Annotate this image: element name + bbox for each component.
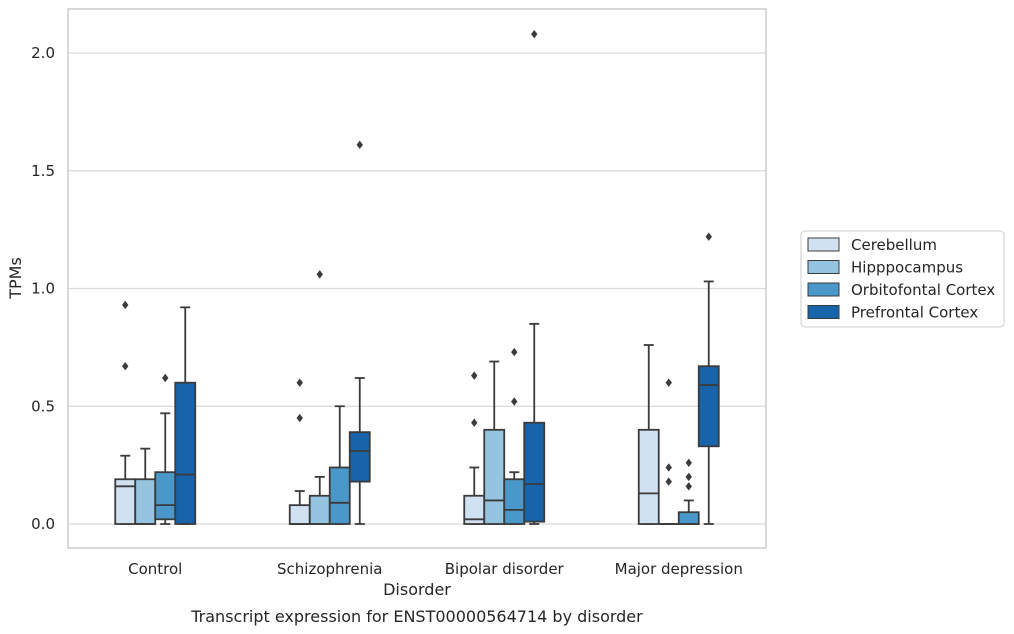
legend-label: Cerebellum: [851, 236, 937, 254]
box-cerebellum: [463, 371, 486, 525]
box-orbitofontal-cortex: [503, 347, 526, 525]
legend: Cerebellum Hipppocampus Orbitofontal Corte…: [800, 230, 1005, 328]
plot-frame: [67, 8, 767, 549]
outlier-point: [162, 373, 169, 383]
legend-swatch: [807, 305, 840, 319]
outlier-point: [122, 300, 129, 310]
grid-lines: [68, 52, 766, 525]
box-hipppocampus: [308, 270, 331, 525]
outlier-point: [665, 378, 672, 387]
box-orbitofontal-cortex: [677, 458, 700, 525]
outlier-point: [665, 477, 672, 486]
box-prefrontal-cortex: [174, 306, 197, 525]
outlier-point: [296, 413, 303, 423]
outlier-point: [685, 482, 692, 491]
box-iqr: [154, 471, 177, 521]
outlier-point: [511, 347, 518, 357]
box-prefrontal-cortex: [348, 140, 371, 525]
x-tick-label: Major depression: [615, 560, 743, 578]
outlier-point: [685, 458, 692, 467]
box-hipppocampus: [483, 360, 506, 525]
box-iqr: [348, 431, 371, 483]
box-orbitofontal-cortex: [328, 405, 351, 525]
x-axis-title: Disorder: [383, 580, 451, 599]
legend-swatch: [807, 282, 840, 297]
outlier-point: [122, 362, 129, 371]
box-group: [114, 29, 720, 525]
legend-swatch: [807, 237, 840, 252]
box-cerebellum: [114, 300, 137, 525]
box-iqr: [328, 466, 351, 525]
legend-label: Orbitofontal Cortex: [851, 281, 995, 299]
y-tick-labels: 0.0 0.5 1.0 1.5 2.0: [31, 44, 55, 533]
outlier-point: [471, 418, 478, 427]
box-iqr: [523, 421, 546, 523]
box-iqr: [134, 478, 157, 525]
outlier-point: [471, 371, 478, 380]
outlier-point: [705, 232, 712, 241]
box-iqr: [174, 381, 197, 525]
y-tick-label: 1.0: [31, 280, 55, 298]
y-tick-label: 0.5: [31, 397, 55, 415]
x-tick-label: Schizophrenia: [277, 560, 382, 578]
x-tick-label: Control: [128, 560, 182, 578]
y-axis-title: TPMs: [6, 257, 25, 300]
box-prefrontal-cortex: [523, 29, 546, 525]
outlier-point: [356, 140, 363, 150]
legend-label: Prefrontal Cortex: [851, 304, 978, 322]
chart-caption: Transcript expression for ENST0000056471…: [190, 607, 643, 626]
outlier-point: [511, 397, 518, 406]
outlier-point: [296, 378, 303, 387]
legend-label: Hipppocampus: [851, 259, 963, 277]
box-iqr: [697, 365, 720, 448]
y-tick-label: 0.0: [31, 515, 55, 533]
x-tick-labels: Control Schizophrenia Bipolar disorder Majo…: [128, 560, 743, 578]
box-cerebellum: [637, 344, 660, 525]
outlier-point: [685, 472, 692, 482]
legend-frame: [800, 230, 1005, 328]
box-iqr: [308, 494, 331, 525]
box-iqr: [677, 511, 700, 525]
outlier-point: [665, 463, 672, 472]
box-iqr: [503, 478, 526, 525]
box-hipppocampus: [657, 378, 680, 525]
y-tick-label: 1.5: [31, 162, 55, 180]
y-tick-label: 2.0: [31, 44, 55, 62]
box-iqr: [288, 504, 311, 525]
x-tick-label: Bipolar disorder: [445, 560, 565, 578]
outlier-point: [531, 29, 538, 39]
box-orbitofontal-cortex: [154, 373, 177, 525]
box-iqr: [483, 428, 506, 525]
box-iqr: [637, 428, 660, 525]
box-prefrontal-cortex: [697, 232, 720, 525]
box-cerebellum: [288, 378, 311, 525]
legend-swatch: [807, 260, 840, 274]
outlier-point: [316, 270, 323, 279]
box-hipppocampus: [134, 447, 157, 525]
